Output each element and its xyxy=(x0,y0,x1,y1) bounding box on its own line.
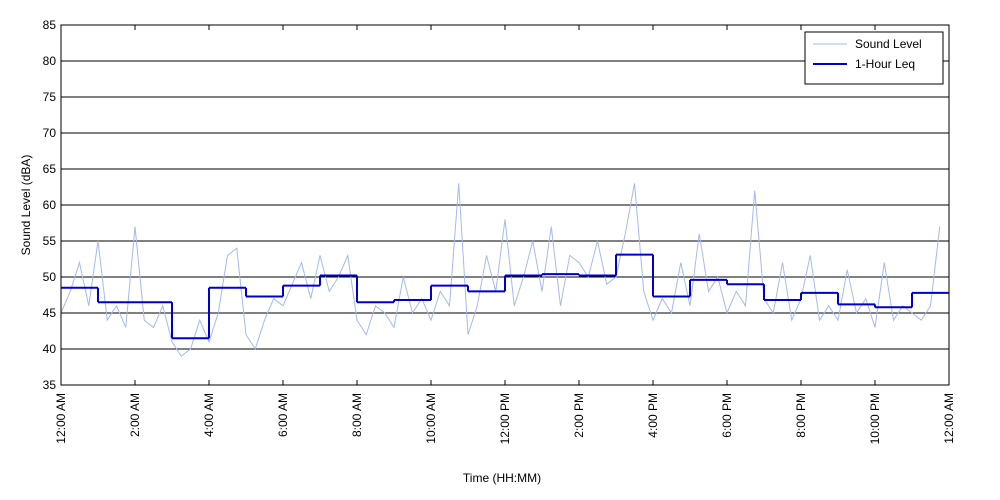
x-tick-label: 4:00 AM xyxy=(202,393,216,437)
y-tick-label: 75 xyxy=(43,90,57,104)
x-tick-label: 12:00 AM xyxy=(54,393,68,444)
y-axis-label: Sound Level (dBA) xyxy=(19,155,33,256)
x-tick-label: 6:00 PM xyxy=(720,393,734,438)
legend-label: 1-Hour Leq xyxy=(855,57,915,71)
x-axis-label: Time (HH:MM) xyxy=(463,471,541,485)
y-tick-label: 40 xyxy=(43,342,57,356)
y-tick-label: 70 xyxy=(43,126,57,140)
y-tick-label: 85 xyxy=(43,18,57,32)
y-tick-label: 45 xyxy=(43,306,57,320)
x-tick-label: 4:00 PM xyxy=(646,393,660,438)
plot-border xyxy=(60,24,950,386)
x-tick-label: 8:00 AM xyxy=(350,393,364,437)
y-tick-label: 50 xyxy=(43,270,57,284)
y-tick-label: 65 xyxy=(43,162,57,176)
x-tick-label: 12:00 AM xyxy=(942,393,956,444)
legend-label: Sound Level xyxy=(855,37,922,51)
x-tick-label: 10:00 AM xyxy=(424,393,438,444)
y-tick-label: 80 xyxy=(43,54,57,68)
y-tick-label: 60 xyxy=(43,198,57,212)
x-tick-label: 10:00 PM xyxy=(868,393,882,444)
x-tick-label: 2:00 PM xyxy=(572,393,586,438)
y-tick-label: 55 xyxy=(43,234,57,248)
x-tick-label: 12:00 PM xyxy=(498,393,512,444)
x-tick-label: 6:00 AM xyxy=(276,393,290,437)
y-tick-label: 35 xyxy=(43,378,57,392)
legend-box xyxy=(804,31,944,85)
x-tick-label: 2:00 AM xyxy=(128,393,142,437)
x-tick-label: 8:00 PM xyxy=(794,393,808,438)
